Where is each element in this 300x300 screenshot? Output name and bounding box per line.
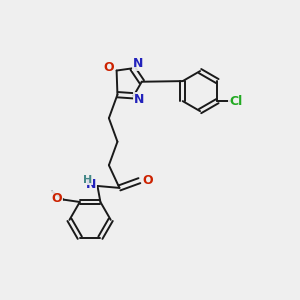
Text: O: O	[103, 61, 114, 74]
Text: N: N	[134, 93, 144, 106]
Text: O: O	[142, 174, 153, 187]
Text: N: N	[133, 57, 143, 70]
Text: O: O	[52, 192, 62, 205]
Text: N: N	[86, 178, 96, 191]
Text: Cl: Cl	[229, 94, 242, 108]
Text: H: H	[83, 175, 93, 184]
